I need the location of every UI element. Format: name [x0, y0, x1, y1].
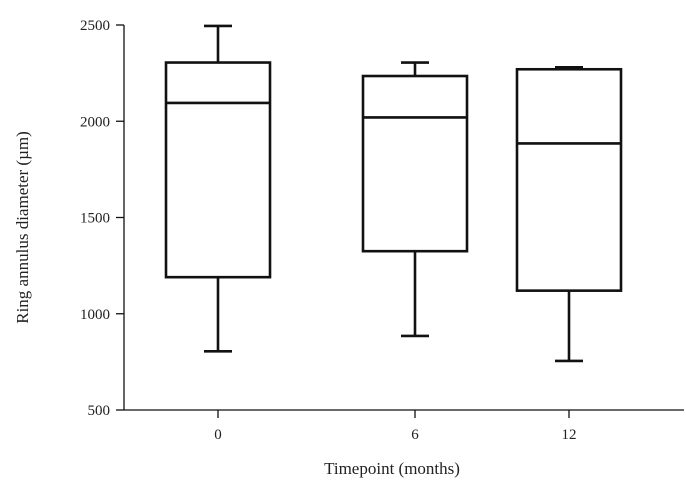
- x-tick-label: 12: [562, 427, 577, 443]
- y-tick-label: 500: [88, 403, 111, 419]
- box-group-0: [164, 24, 272, 353]
- y-tick-label: 1500: [80, 211, 110, 227]
- y-tick-label: 2500: [80, 18, 110, 34]
- box-marks: [164, 24, 623, 363]
- box-group-6: [361, 61, 469, 338]
- y-axis-title: Ring annulus diameter (µm): [13, 131, 32, 324]
- x-tick-label: 6: [411, 427, 419, 443]
- y-tick-label: 2000: [80, 114, 110, 130]
- x-axis-title: Timepoint (months): [324, 459, 460, 478]
- y-tick-label: 1000: [80, 307, 110, 323]
- box-iqr: [515, 67, 623, 292]
- axes: 500 1000 1500 2000 2500 0 6 12: [80, 18, 684, 443]
- x-tick-label: 0: [214, 427, 222, 443]
- box-iqr: [361, 74, 469, 253]
- axis-labels: Timepoint (months) Ring annulus diameter…: [13, 131, 460, 478]
- box-group-12: [515, 66, 623, 363]
- box-iqr: [164, 61, 272, 279]
